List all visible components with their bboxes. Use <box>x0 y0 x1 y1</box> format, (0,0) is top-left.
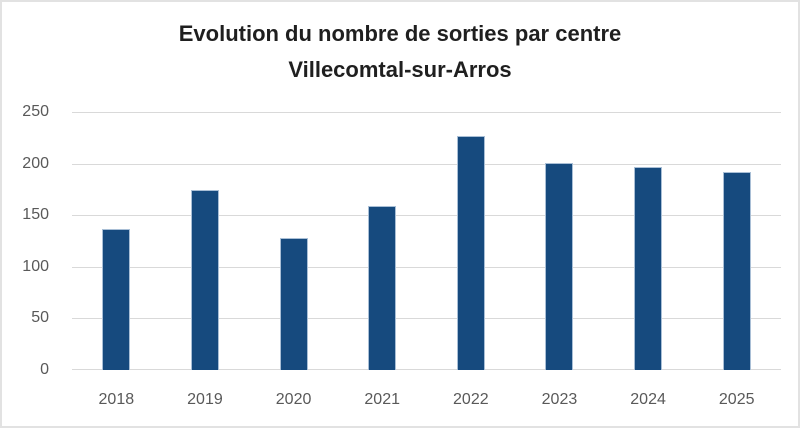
bar-2024 <box>634 166 663 370</box>
gridline-y-50 <box>72 318 781 319</box>
bar-2021 <box>368 205 397 370</box>
gridline-y-100 <box>72 267 781 268</box>
gridline-y-250 <box>72 112 781 113</box>
x-axis-tick-label: 2018 <box>98 391 135 408</box>
bar-2025 <box>722 171 751 370</box>
y-axis-tick-label: 250 <box>22 103 49 120</box>
gridline-y-0 <box>72 369 781 370</box>
plot-area <box>72 112 781 370</box>
y-axis-tick-label: 150 <box>22 206 49 224</box>
x-axis-tick-label: 2021 <box>364 391 400 408</box>
chart-subtitle: Villecomtal-sur-Arros <box>288 57 512 82</box>
x-axis-tick-label: 2023 <box>541 391 578 408</box>
x-axis-tick-label: 2020 <box>275 391 312 408</box>
bar-2023 <box>545 162 574 370</box>
bar-2022 <box>456 135 485 370</box>
x-axis-tick-label: 2019 <box>187 391 223 408</box>
y-axis-tick-label: 0 <box>40 361 49 378</box>
y-axis-tick-label: 200 <box>22 154 49 172</box>
x-axis-tick-label: 2025 <box>718 391 755 408</box>
x-axis-tick-label: 2024 <box>630 391 666 408</box>
bar-2020 <box>279 237 308 370</box>
bar-2018 <box>102 228 131 370</box>
chart-title: Evolution du nombre de sorties par centr… <box>178 21 622 46</box>
chart-title-block: Evolution du nombre de sorties par centr… <box>2 16 798 88</box>
bar-2019 <box>190 190 219 370</box>
gridline-y-150 <box>72 215 781 216</box>
y-axis-tick-label: 50 <box>31 309 49 327</box>
gridline-y-200 <box>72 164 781 165</box>
x-axis-tick-label: 2022 <box>453 391 489 408</box>
y-axis-tick-label: 100 <box>22 257 49 275</box>
